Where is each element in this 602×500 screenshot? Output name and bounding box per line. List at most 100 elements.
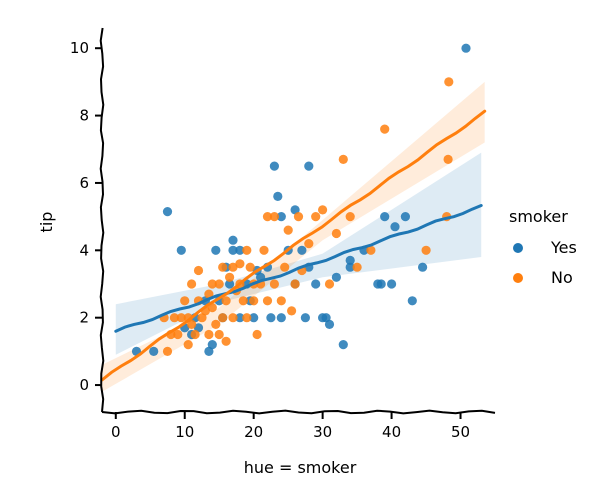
y-tick-label-6: 6 — [79, 174, 89, 192]
point-no-41 — [259, 245, 269, 255]
point-yes-35 — [300, 313, 310, 323]
ci-band-no — [102, 81, 485, 392]
point-no-9 — [187, 319, 197, 329]
point-no-27 — [225, 272, 235, 282]
y-tick-label-0: 0 — [79, 376, 89, 394]
point-no-53 — [304, 239, 314, 249]
point-no-36 — [245, 262, 255, 272]
point-yes-52 — [400, 212, 410, 222]
point-no-4 — [173, 329, 183, 340]
point-yes-45 — [345, 255, 355, 265]
point-no-65 — [443, 154, 453, 164]
legend-label-no: No — [551, 268, 573, 287]
point-yes-9 — [204, 346, 214, 356]
point-no-18 — [207, 279, 217, 289]
point-yes-27 — [269, 161, 279, 171]
point-no-20 — [211, 319, 221, 329]
point-yes-43 — [338, 340, 348, 350]
point-no-6 — [180, 296, 190, 306]
x-axis-title: hue = smoker — [244, 458, 357, 477]
point-no-5 — [176, 313, 186, 323]
point-no-38 — [249, 296, 259, 306]
point-yes-11 — [211, 245, 221, 255]
point-no-44 — [269, 279, 279, 289]
point-yes-29 — [276, 212, 286, 222]
point-yes-30 — [276, 313, 286, 323]
point-yes-18 — [235, 245, 245, 255]
point-no-23 — [218, 313, 228, 323]
point-yes-16 — [228, 245, 238, 255]
x-tick-label-10: 10 — [175, 423, 194, 441]
point-no-14 — [197, 313, 207, 323]
point-no-57 — [331, 228, 341, 239]
point-no-46 — [276, 296, 286, 306]
point-no-56 — [324, 279, 335, 289]
point-no-47 — [280, 262, 290, 272]
point-yes-55 — [461, 43, 471, 53]
point-no-10 — [187, 279, 197, 289]
y-tick-label-4: 4 — [79, 241, 89, 259]
x-tick-label-0: 0 — [111, 423, 121, 441]
confidence-bands — [102, 81, 485, 392]
point-no-1 — [162, 346, 173, 356]
point-yes-19 — [235, 313, 245, 323]
point-yes-28 — [273, 191, 283, 201]
point-no-11 — [190, 329, 200, 340]
point-no-50 — [290, 279, 300, 289]
ticks: 0 10 20 30 40 50 0 2 4 6 8 10 — [70, 39, 470, 441]
point-yes-42 — [331, 272, 341, 282]
point-yes-44 — [345, 262, 355, 272]
point-no-60 — [352, 262, 362, 272]
y-tick-label-8: 8 — [79, 107, 89, 125]
point-no-33 — [238, 296, 248, 306]
point-no-13 — [193, 265, 204, 276]
y-tick-label-10: 10 — [70, 39, 89, 57]
point-yes-49 — [380, 212, 390, 222]
point-yes-17 — [228, 235, 238, 245]
point-no-39 — [252, 329, 262, 340]
point-no-24 — [218, 262, 228, 272]
x-tick-label-40: 40 — [382, 423, 401, 441]
point-yes-2 — [162, 207, 173, 217]
point-no-29 — [228, 262, 238, 272]
point-yes-54 — [418, 262, 428, 272]
point-yes-48 — [376, 279, 386, 289]
point-no-25 — [221, 296, 231, 306]
x-tick-label-50: 50 — [451, 423, 470, 441]
point-yes-41 — [324, 319, 335, 329]
point-no-66 — [444, 77, 454, 87]
point-no-58 — [338, 154, 348, 164]
y-axis-line — [99, 27, 105, 413]
point-yes-38 — [311, 279, 321, 289]
point-yes-22 — [249, 313, 259, 323]
point-yes-3 — [176, 245, 186, 255]
y-tick-label-2: 2 — [79, 309, 89, 327]
point-no-45 — [269, 212, 279, 222]
point-no-28 — [228, 313, 238, 323]
point-yes-36 — [304, 161, 314, 171]
fit-line-no — [100, 109, 487, 382]
x-tick-label-20: 20 — [244, 423, 263, 441]
point-no-43 — [262, 296, 273, 306]
point-no-48 — [283, 225, 293, 235]
x-tick-label-30: 30 — [313, 423, 332, 441]
point-no-16 — [204, 329, 214, 340]
legend: smoker Yes No — [509, 207, 577, 287]
point-no-42 — [262, 212, 273, 222]
point-no-62 — [380, 124, 390, 134]
point-no-54 — [311, 212, 321, 222]
axes — [99, 27, 496, 415]
point-yes-53 — [407, 296, 417, 306]
point-no-32 — [235, 259, 245, 269]
point-no-26 — [221, 336, 231, 346]
y-axis-title: tip — [37, 212, 56, 233]
x-axis-line — [101, 409, 496, 415]
point-no-21 — [214, 279, 224, 289]
point-yes-51 — [390, 222, 400, 232]
legend-label-yes: Yes — [550, 238, 577, 257]
regression-lines — [100, 109, 487, 382]
fit-line-yes — [114, 204, 483, 333]
point-no-59 — [345, 212, 355, 222]
